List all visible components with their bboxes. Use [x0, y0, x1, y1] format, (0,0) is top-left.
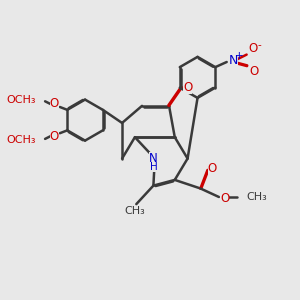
Text: OCH₃: OCH₃: [7, 135, 36, 145]
Text: -: -: [258, 40, 262, 50]
Text: O: O: [183, 81, 192, 94]
Text: O: O: [208, 162, 217, 175]
Text: O: O: [50, 130, 59, 143]
Text: OCH₃: OCH₃: [7, 95, 36, 105]
Text: +: +: [235, 51, 243, 61]
Text: CH₃: CH₃: [124, 206, 145, 216]
Text: O: O: [220, 192, 229, 205]
Text: CH₃: CH₃: [246, 192, 267, 202]
Text: O: O: [249, 64, 258, 78]
Text: O: O: [50, 97, 59, 110]
Text: O: O: [249, 42, 258, 56]
Text: H: H: [149, 161, 157, 172]
Text: N: N: [229, 54, 238, 67]
Text: N: N: [149, 152, 158, 165]
